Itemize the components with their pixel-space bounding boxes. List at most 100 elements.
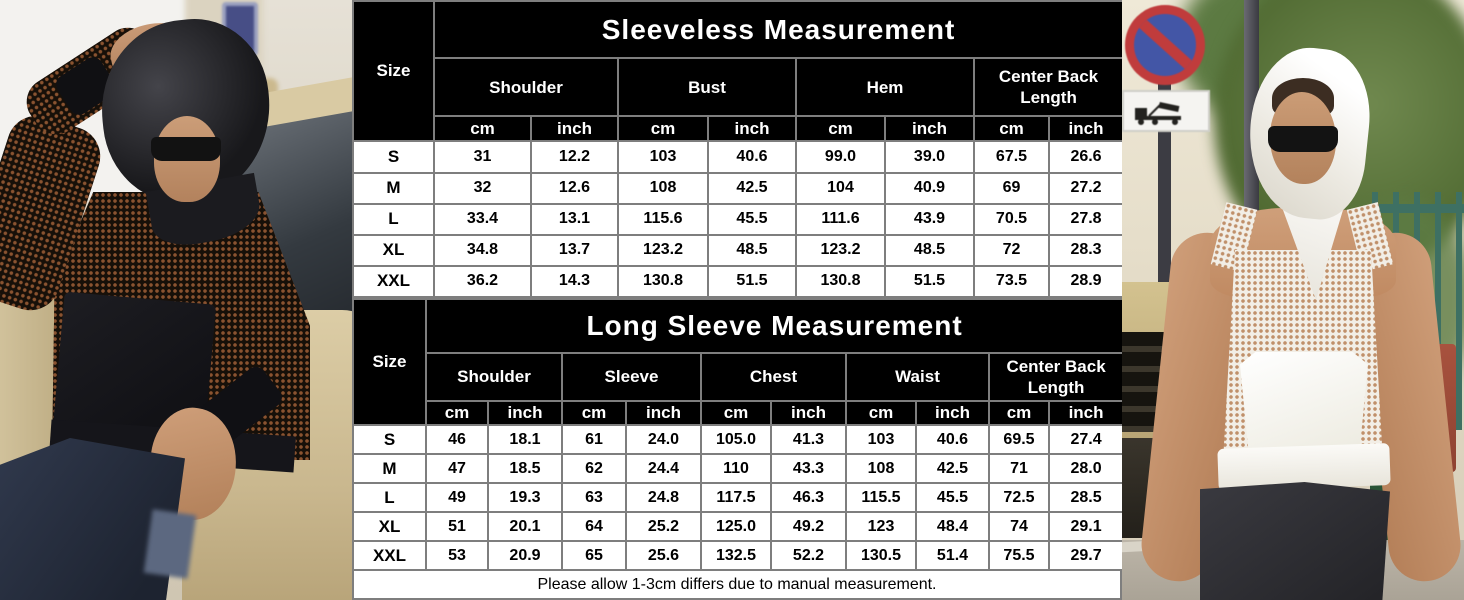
value-cell: 49.2 [770,511,847,542]
value-cell: 34.8 [433,233,532,267]
value-cell: 28.3 [1047,233,1125,267]
column-group-bust: Bust [617,57,797,118]
value-cell: 32 [433,171,532,205]
unit-header-cm: cm [617,115,709,143]
value-cell: 115.6 [617,202,709,236]
measurement-disclaimer: Please allow 1-3cm differs due to manual… [352,571,1122,600]
unit-header-cm: cm [795,115,886,143]
value-cell: 51.4 [915,540,990,571]
value-cell: 48.4 [915,511,990,542]
table-row: M 47 18.5 62 24.4 110 43.3 108 42.5 71 2… [352,453,1125,484]
size-cell: XL [352,511,427,542]
value-cell: 24.4 [625,453,702,484]
value-cell: 41.3 [770,424,847,455]
table-row: XL 51 20.1 64 25.2 125.0 49.2 123 48.4 7… [352,511,1125,542]
value-cell: 33.4 [433,202,532,236]
value-cell: 111.6 [795,202,886,236]
value-cell: 48.5 [707,233,797,267]
size-cell: M [352,453,427,484]
value-cell: 125.0 [700,511,772,542]
pants [1200,482,1390,600]
value-cell: 64 [561,511,627,542]
sunglasses [1268,126,1338,152]
unit-header-inch: inch [915,400,990,426]
unit-header-inch: inch [487,400,563,426]
value-cell: 27.4 [1047,424,1125,455]
table-row: XXL 53 20.9 65 25.6 132.5 52.2 130.5 51.… [352,540,1125,571]
value-cell: 40.6 [707,140,797,174]
no-parking-sign [1125,5,1205,85]
value-cell: 103 [845,424,917,455]
unit-header-inch: inch [884,115,975,143]
value-cell: 70.5 [973,202,1050,236]
sunglasses [151,137,221,161]
value-cell: 75.5 [988,540,1050,571]
value-cell: 71 [988,453,1050,484]
size-column-header: Size [352,298,427,426]
table-row: XL 34.8 13.7 123.2 48.5 123.2 48.5 72 28… [352,233,1125,267]
size-cell: M [352,171,435,205]
value-cell: 130.8 [617,264,709,299]
value-cell: 51.5 [707,264,797,299]
value-cell: 62 [561,453,627,484]
unit-header-cm: cm [988,400,1050,426]
value-cell: 14.3 [530,264,619,299]
value-cell: 46.3 [770,482,847,513]
value-cell: 74 [988,511,1050,542]
value-cell: 12.2 [530,140,619,174]
column-group-shoulder: Shoulder [425,352,563,402]
value-cell: 42.5 [707,171,797,205]
table-title: Sleeveless Measurement [432,0,1125,60]
size-cell: L [352,482,427,513]
left-photo [0,0,352,600]
table-row: XXL 36.2 14.3 130.8 51.5 130.8 51.5 73.5… [352,264,1125,299]
value-cell: 40.9 [884,171,975,205]
table-row: M 32 12.6 108 42.5 104 40.9 69 27.2 [352,171,1125,205]
value-cell: 67.5 [973,140,1050,174]
value-cell: 27.8 [1047,202,1125,236]
value-cell: 27.2 [1047,171,1125,205]
table-row: L 49 19.3 63 24.8 117.5 46.3 115.5 45.5 … [352,482,1125,513]
value-cell: 25.2 [625,511,702,542]
value-cell: 47 [425,453,489,484]
column-group-center-back-length: Center Back Length [987,352,1125,402]
value-cell: 108 [845,453,917,484]
unit-header-cm: cm [561,400,627,426]
value-cell: 51 [425,511,489,542]
value-cell: 45.5 [915,482,990,513]
value-cell: 28.0 [1047,453,1125,484]
size-cell: XXL [352,540,427,571]
table-title: Long Sleeve Measurement [424,298,1125,354]
value-cell: 51.5 [884,264,975,299]
jeans-rip [143,509,197,579]
value-cell: 12.6 [530,171,619,205]
value-cell: 24.0 [625,424,702,455]
value-cell: 39.0 [884,140,975,174]
value-cell: 31 [433,140,532,174]
unit-header-cm: cm [845,400,917,426]
value-cell: 48.5 [884,233,975,267]
value-cell: 20.1 [487,511,563,542]
column-group-sleeve: Sleeve [561,352,702,402]
size-cell: S [352,424,427,455]
value-cell: 130.8 [795,264,886,299]
unit-header-cm: cm [433,115,532,143]
unit-header-inch: inch [530,115,619,143]
value-cell: 26.6 [1047,140,1125,174]
value-cell: 104 [795,171,886,205]
value-cell: 72 [973,233,1050,267]
column-group-center-back-length: Center Back Length [972,57,1125,118]
value-cell: 18.1 [487,424,563,455]
unit-header-inch: inch [625,400,702,426]
value-cell: 29.7 [1047,540,1125,571]
value-cell: 28.5 [1047,482,1125,513]
value-cell: 69 [973,171,1050,205]
value-cell: 65 [561,540,627,571]
tow-away-sign [1122,90,1210,132]
unit-header-inch: inch [770,400,847,426]
value-cell: 103 [617,140,709,174]
value-cell: 43.3 [770,453,847,484]
column-group-chest: Chest [700,352,847,402]
value-cell: 19.3 [487,482,563,513]
